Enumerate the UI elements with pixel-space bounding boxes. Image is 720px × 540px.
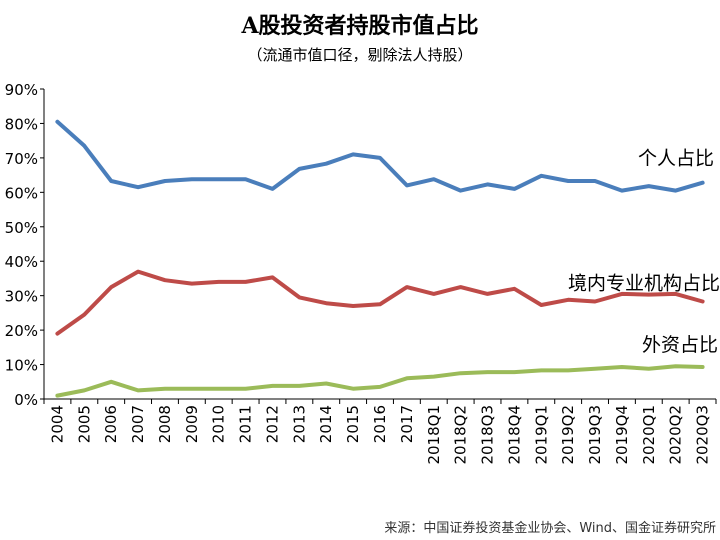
series-line-3 [55,364,705,398]
series-label-2: 境内专业机构占比 [568,273,720,295]
x-tick-label: 2018Q4 [505,405,523,465]
y-tick-label: 60% [5,184,38,202]
y-tick-label: 40% [5,253,38,271]
x-tick-label: 2006 [102,405,120,443]
y-tick-label: 70% [5,150,38,168]
x-tick-label: 2016 [371,405,389,443]
y-tick-label: 10% [5,357,38,375]
series-label-3: 外资占比 [642,334,718,356]
series-line-1 [55,119,705,193]
x-tick-label: 2020Q2 [667,405,685,465]
x-tick-label: 2019Q4 [613,405,631,465]
chart-title: A股投资者持股市值占比 [241,13,479,39]
x-tick-label: 2004 [48,405,66,443]
x-tick-label: 2005 [75,405,93,443]
x-tick-label: 2020Q3 [694,405,712,465]
x-tick-label: 2015 [344,405,362,443]
y-tick-label: 50% [5,219,38,237]
x-tick-label: 2020Q1 [640,405,658,465]
x-tick-label: 2007 [129,405,147,443]
x-tick-label: 2018Q3 [479,405,497,465]
x-tick-label: 2019Q3 [586,405,604,465]
chart-subtitle: （流通市值口径，剔除法人持股） [247,46,473,64]
x-tick-label: 2010 [210,405,228,443]
source-note: 来源：中国证券投资基金业协会、Wind、国金证券研究所 [384,521,716,536]
x-tick-label: 2017 [398,405,416,443]
x-tick-label: 2012 [263,405,281,443]
x-tick-label: 2019Q2 [559,405,577,465]
y-tick-label: 80% [5,115,38,133]
x-tick-label: 2018Q1 [425,405,443,465]
x-tick-label: 2018Q2 [452,405,470,465]
x-tick-label: 2019Q1 [532,405,550,465]
y-tick-label: 0% [14,391,38,409]
y-tick-label: 90% [5,81,38,99]
series-label-1: 个人占比 [638,148,714,170]
y-tick-label: 30% [5,288,38,306]
x-tick-label: 2011 [237,405,255,443]
y-tick-label: 20% [5,322,38,340]
x-tick-label: 2008 [156,405,174,443]
series-lines [55,119,705,398]
x-tick-label: 2013 [290,405,308,443]
x-tick-label: 2009 [183,405,201,443]
axes: 0% 10% 20% 30% 40% 50% 60% 70% 80% 90% 2004 2005 200… [5,81,717,465]
x-tick-label: 2014 [317,405,335,443]
series-line-2 [55,269,705,336]
